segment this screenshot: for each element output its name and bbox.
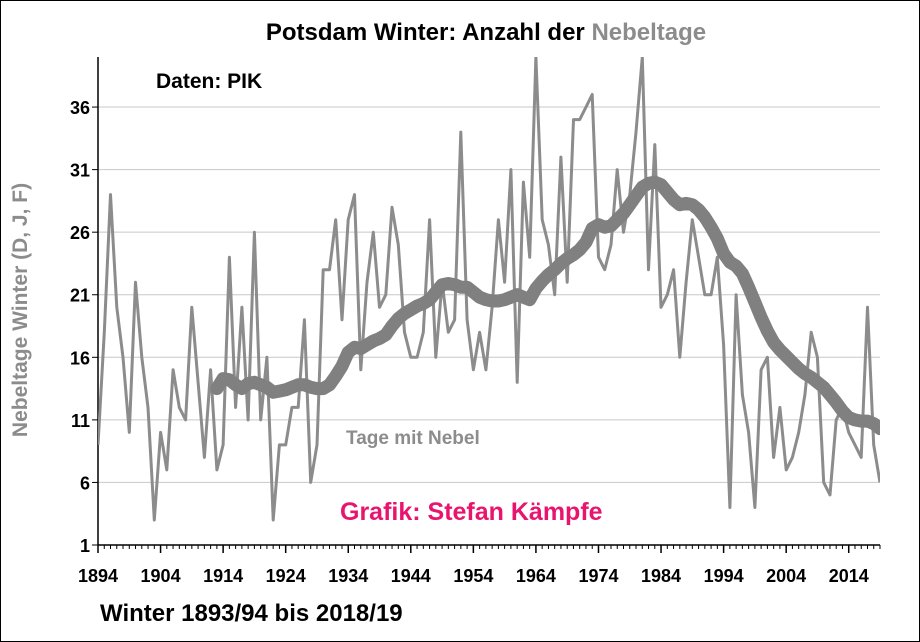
x-tick-label: 1974 (578, 566, 618, 586)
y-axis-label: Nebeltage Winter (D, J, F) (9, 183, 32, 437)
chart-title-highlight: Nebeltage (591, 19, 706, 46)
x-tick-label: 1894 (78, 566, 118, 586)
x-tick-label: 1934 (328, 566, 368, 586)
x-tick-label: 1984 (641, 566, 681, 586)
x-tick-label: 2014 (829, 566, 869, 586)
y-tick-label: 11 (71, 411, 90, 431)
x-tick-label: 1924 (266, 566, 306, 586)
y-tick-label: 36 (70, 98, 90, 118)
x-tick-label: 1904 (141, 566, 181, 586)
x-tick-label: 1954 (453, 566, 493, 586)
y-tick-label: 21 (70, 286, 90, 306)
x-tick-label: 2004 (766, 566, 806, 586)
x-tick-label: 1944 (391, 566, 431, 586)
x-axis-label: Winter 1893/94 bis 2018/19 (100, 600, 403, 627)
gridlines (98, 106, 880, 483)
y-tick-label: 26 (70, 223, 90, 243)
x-tick-label: 1964 (516, 566, 556, 586)
series-line-fog-days (98, 57, 880, 522)
x-tick-label: 1914 (203, 566, 243, 586)
x-tick-labels: 1894 1904 1914 1924 1934 1944 1954 1964 1974 1984… (78, 566, 869, 586)
trend-line (210, 175, 880, 436)
chart-title-main: Potsdam Winter: Anzahl der (266, 19, 592, 46)
series-label: Tage mit Nebel (346, 428, 480, 449)
source-note: Daten: PIK (156, 70, 262, 93)
x-tick-label: 1994 (704, 566, 744, 586)
y-tick-label: 16 (70, 348, 90, 368)
y-tick-label: 6 (80, 473, 90, 493)
axes (92, 57, 881, 553)
y-tick-label: 1 (80, 536, 90, 556)
chart-title: Potsdam Winter: Anzahl der Nebeltage (266, 19, 706, 46)
y-tick-label: 31 (70, 161, 90, 181)
series-layer (98, 57, 880, 522)
credit-label: Grafik: Stefan Kämpfe (340, 498, 603, 526)
